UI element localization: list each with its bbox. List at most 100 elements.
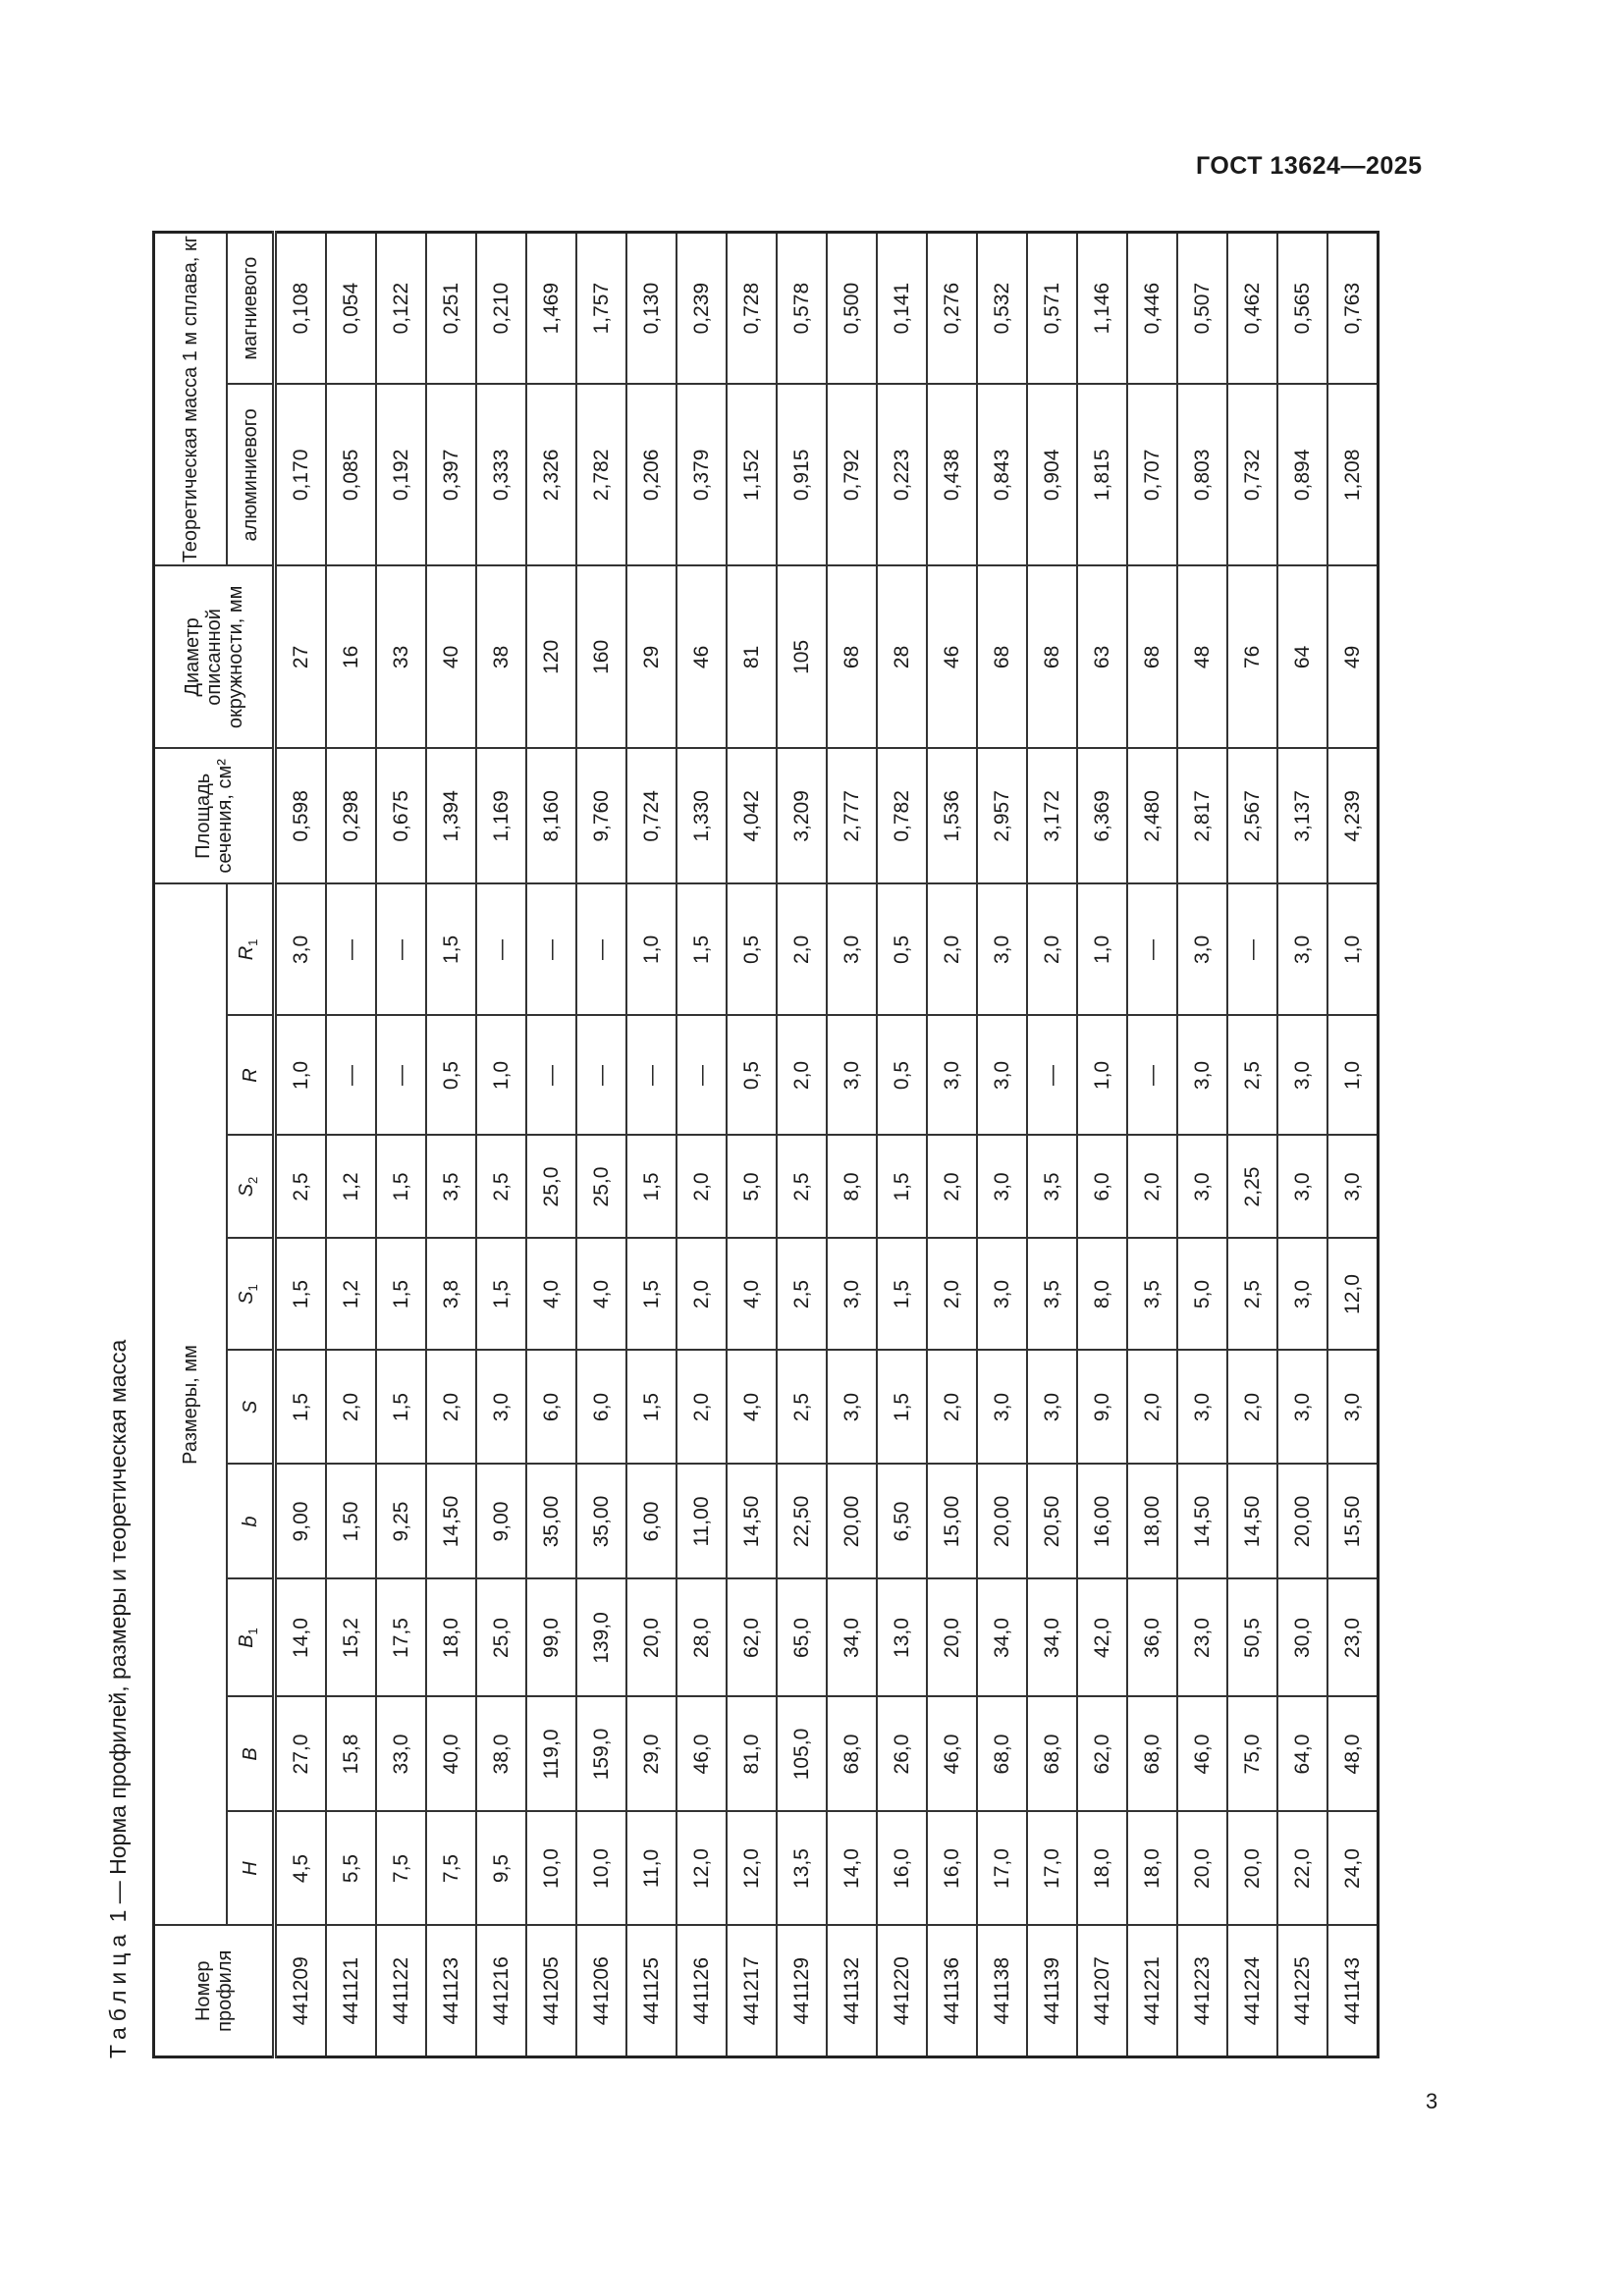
table-cell: 3,0 bbox=[927, 1015, 977, 1136]
dim-symbol: S bbox=[236, 1291, 257, 1305]
table-cell: 3,0 bbox=[977, 1350, 1027, 1465]
table-cell: 0,085 bbox=[326, 384, 376, 566]
table-cell: 3,0 bbox=[977, 1135, 1027, 1239]
table-cell: 3,0 bbox=[977, 1238, 1027, 1351]
table-cell: 2,480 bbox=[1127, 748, 1177, 884]
table-cell: 25,0 bbox=[576, 1135, 626, 1239]
profile-number-cell: 441224 bbox=[1227, 1925, 1277, 2057]
table-cell: 68,0 bbox=[1027, 1696, 1077, 1812]
table-cell: 33,0 bbox=[376, 1696, 426, 1812]
table-cell: 0,532 bbox=[977, 232, 1027, 385]
table-cell: 1,5 bbox=[376, 1135, 426, 1239]
table-row: 441207 18,0 62,0 42,0 16,00 9,0 8,0 6,0 1,0 1,0 6,… bbox=[1077, 232, 1127, 2057]
table-cell: — bbox=[326, 883, 376, 1016]
table-row: 441132 14,0 68,0 34,0 20,00 3,0 3,0 8,0 3,0 3,0 2,… bbox=[827, 232, 877, 2057]
table-cell: 18,0 bbox=[426, 1578, 476, 1697]
table-cell: 1,536 bbox=[927, 748, 977, 884]
table-cell: 3,0 bbox=[1177, 1135, 1227, 1239]
table-cell: 0,763 bbox=[1327, 232, 1379, 385]
table-cell: 9,00 bbox=[476, 1464, 526, 1579]
table-cell: 2,0 bbox=[677, 1135, 727, 1239]
table-cell: 46 bbox=[677, 565, 727, 749]
table-cell: 1,0 bbox=[274, 1015, 326, 1136]
table-cell: 34,0 bbox=[1027, 1578, 1077, 1697]
table-cell: 3,5 bbox=[426, 1135, 476, 1239]
table-cell: 3,0 bbox=[274, 883, 326, 1016]
table-cell: 2,5 bbox=[777, 1135, 827, 1239]
table-cell: 2,5 bbox=[1227, 1238, 1277, 1351]
header-dim: B1 bbox=[227, 1578, 275, 1697]
table-cell: 0,571 bbox=[1027, 232, 1077, 385]
table-cell: 1,0 bbox=[626, 883, 677, 1016]
table-cell: 6,0 bbox=[1077, 1135, 1127, 1239]
table-cell: 0,223 bbox=[877, 384, 927, 566]
table-row: 441221 18,0 68,0 36,0 18,00 2,0 3,5 2,0— —2,480 6… bbox=[1127, 232, 1177, 2057]
table-cell: 0,894 bbox=[1277, 384, 1327, 566]
table-cell: 14,50 bbox=[1227, 1464, 1277, 1579]
table-cell: 0,130 bbox=[626, 232, 677, 385]
table-cell: 5,0 bbox=[1177, 1238, 1227, 1351]
dim-subscript: 1 bbox=[245, 1628, 260, 1635]
table-cell: — bbox=[1127, 883, 1177, 1016]
table-cell: — bbox=[1027, 1015, 1077, 1136]
table-cell: 8,0 bbox=[827, 1135, 877, 1239]
table-cell: 2,25 bbox=[1227, 1135, 1277, 1239]
dim-symbol: b bbox=[239, 1516, 261, 1527]
table-cell: 105,0 bbox=[777, 1696, 827, 1812]
table-cell: 1,5 bbox=[877, 1135, 927, 1239]
table-cell: 0,446 bbox=[1127, 232, 1177, 385]
table-cell: 4,042 bbox=[727, 748, 777, 884]
table-cell: 1,5 bbox=[376, 1238, 426, 1351]
table-cell: 29,0 bbox=[626, 1696, 677, 1812]
table-cell: 12,0 bbox=[727, 1811, 777, 1926]
table-cell: 0,333 bbox=[476, 384, 526, 566]
table-row: 441225 22,0 64,0 30,0 20,00 3,0 3,0 3,0 3,0 3,0 3,… bbox=[1277, 232, 1327, 2057]
table-cell: 46,0 bbox=[1177, 1696, 1227, 1812]
table-cell: — bbox=[526, 1015, 576, 1136]
table-row: 441205 10,0 119,0 99,0 35,00 6,0 4,0 25,0— —8,16… bbox=[526, 232, 576, 2057]
table-cell: 1,815 bbox=[1077, 384, 1127, 566]
table-cell: 3,0 bbox=[1277, 1135, 1327, 1239]
header-dim: S2 bbox=[227, 1135, 275, 1239]
table-cell: 3,0 bbox=[1327, 1135, 1379, 1239]
table-cell: 17,5 bbox=[376, 1578, 426, 1697]
table-cell: 99,0 bbox=[526, 1578, 576, 1697]
caption-number: 1 bbox=[105, 1909, 131, 1923]
table-cell: 2,0 bbox=[777, 883, 827, 1016]
table-cell: 3,0 bbox=[1277, 1015, 1327, 1136]
table-cell: 1,0 bbox=[1077, 883, 1127, 1016]
table-cell: 36,0 bbox=[1127, 1578, 1177, 1697]
table-cell: 14,0 bbox=[827, 1811, 877, 1926]
table-cell: 5,0 bbox=[727, 1135, 777, 1239]
table-cell: 2,0 bbox=[677, 1238, 727, 1351]
table-cell: 1,5 bbox=[274, 1350, 326, 1465]
table-cell: 27,0 bbox=[274, 1696, 326, 1812]
table-cell: 105 bbox=[777, 565, 827, 749]
table-cell: — bbox=[1127, 1015, 1177, 1136]
table-cell: 3,0 bbox=[827, 1015, 877, 1136]
table-cell: 0,397 bbox=[426, 384, 476, 566]
table-cell: 40 bbox=[426, 565, 476, 749]
table-cell: 65,0 bbox=[777, 1578, 827, 1697]
table-cell: 0,5 bbox=[727, 1015, 777, 1136]
table-cell: 2,0 bbox=[927, 1350, 977, 1465]
header-diameter: Диаметр описанной окружности, мм bbox=[153, 565, 275, 749]
caption-text: — Норма профилей, размеры и теоретическа… bbox=[105, 1339, 131, 1904]
table-cell: 12,0 bbox=[1327, 1238, 1379, 1351]
table-cell: 48 bbox=[1177, 565, 1227, 749]
table-cell: 29 bbox=[626, 565, 677, 749]
table-cell: 2,0 bbox=[1227, 1350, 1277, 1465]
table-cell: 1,5 bbox=[877, 1350, 927, 1465]
table-cell: 1,146 bbox=[1077, 232, 1127, 385]
header-profile-number: Номер профиля bbox=[153, 1925, 275, 2057]
table-cell: 81,0 bbox=[727, 1696, 777, 1812]
table-cell: 4,239 bbox=[1327, 748, 1379, 884]
table-cell: 0,707 bbox=[1127, 384, 1177, 566]
table-cell: 0,141 bbox=[877, 232, 927, 385]
table-row: 441206 10,0 159,0 139,0 35,00 6,0 4,0 25,0— —9,7… bbox=[576, 232, 626, 2057]
table-cell: 1,469 bbox=[526, 232, 576, 385]
dim-symbol: S bbox=[239, 1400, 261, 1415]
table-cell: 6,369 bbox=[1077, 748, 1127, 884]
header-dim: R1 bbox=[227, 883, 275, 1016]
table-cell: 50,5 bbox=[1227, 1578, 1277, 1697]
